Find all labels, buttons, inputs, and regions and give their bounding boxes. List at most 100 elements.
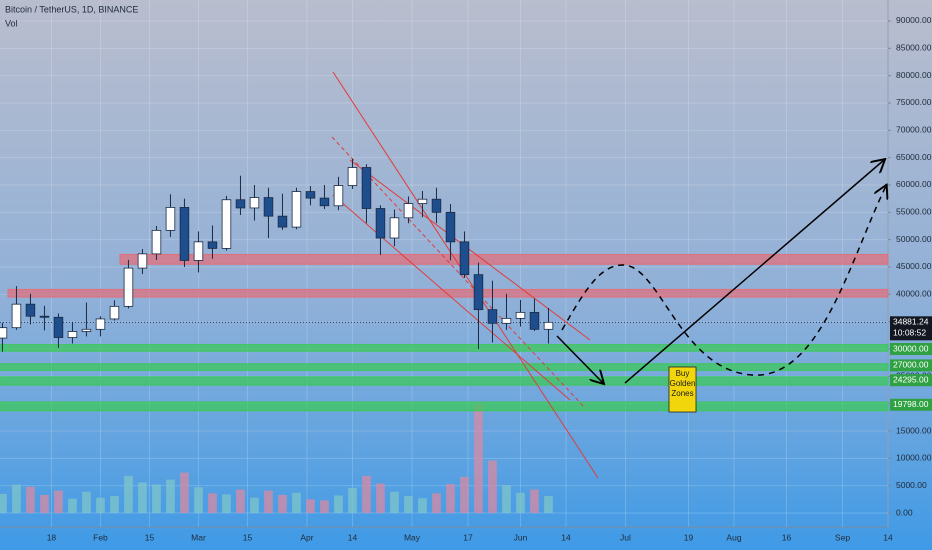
indicator-name: Vol <box>5 18 18 28</box>
volume-bar <box>236 489 245 514</box>
candle-body <box>459 241 470 276</box>
channel-line <box>349 159 591 341</box>
volume-bar <box>26 486 35 514</box>
chart-title: Bitcoin / TetherUS, 1D, BINANCE <box>5 4 138 14</box>
volume-bar <box>40 494 49 514</box>
volume-bar <box>278 494 287 514</box>
arrow <box>556 335 603 383</box>
channel-line <box>332 194 571 401</box>
y-tick-label: 15000.00 <box>896 425 932 435</box>
candle-body <box>0 327 8 339</box>
y-tick-label: 70000.00 <box>896 125 932 135</box>
x-tick-label: Jun <box>514 532 528 542</box>
candle-body <box>123 267 134 307</box>
candle-body <box>193 241 204 261</box>
candle-body <box>81 328 92 332</box>
candle-body <box>375 208 386 239</box>
x-tick-label: 15 <box>243 532 253 542</box>
volume-bar <box>250 497 259 514</box>
annotation: Buy Golden Zones <box>669 369 696 398</box>
candle-body <box>165 207 176 231</box>
y-tick-label: 50000.00 <box>896 234 932 244</box>
candle-body <box>277 215 288 228</box>
y-tick-label: 90000.00 <box>896 15 932 25</box>
volume-bar <box>376 483 385 514</box>
y-tick-label: 40000.00 <box>896 289 932 299</box>
y-tick-label: 45000.00 <box>896 261 932 271</box>
candle-body <box>333 185 344 207</box>
candle-body <box>39 315 50 318</box>
x-tick-label: 19 <box>684 532 694 542</box>
volume-bar <box>530 489 539 514</box>
y-tick-label: 85000.00 <box>896 43 932 53</box>
x-tick-label: Sep <box>835 532 850 542</box>
price-label: 19798.00 <box>893 399 929 409</box>
candle-body <box>431 198 442 213</box>
candle-body <box>515 311 526 319</box>
volume-bar <box>222 494 231 514</box>
candle-body <box>53 316 64 338</box>
candle-body <box>305 191 316 199</box>
x-tick-label: Apr <box>300 532 313 542</box>
candle-body <box>389 217 400 239</box>
volume <box>0 403 553 514</box>
candle-body <box>109 305 120 320</box>
candle-body <box>137 253 148 269</box>
price-label: 27000.00 <box>893 360 929 370</box>
candle-body <box>543 321 554 330</box>
volume-bar <box>0 493 7 514</box>
price-label: 30000.00 <box>893 343 929 353</box>
candle-body <box>11 303 22 329</box>
price-label-box <box>890 359 932 372</box>
volume-bar <box>138 482 147 514</box>
candle-body <box>207 241 218 249</box>
volume-bar <box>432 493 441 514</box>
y-tick-label: 0.00 <box>896 507 913 517</box>
candle-body <box>249 197 260 209</box>
volume-bar <box>152 484 161 514</box>
y-tick-label: 80000.00 <box>896 70 932 80</box>
volume-bar <box>68 498 77 514</box>
volume-bar <box>474 403 483 514</box>
volume-bar <box>348 487 357 514</box>
last-price-box <box>890 316 932 341</box>
candle-body <box>417 198 428 204</box>
zones <box>0 253 889 412</box>
volume-bar <box>82 491 91 514</box>
axes: 0.005000.0010000.0015000.0020000.0025000… <box>47 15 932 542</box>
x-tick-label: Jul <box>620 532 631 542</box>
candle-body <box>473 274 484 311</box>
volume-bar <box>390 491 399 514</box>
volume-bar <box>180 472 189 514</box>
zone <box>7 288 889 298</box>
candle-body <box>263 197 274 217</box>
candle-body <box>529 311 540 330</box>
y-tick-label: 60000.00 <box>896 179 932 189</box>
volume-bar <box>208 493 217 514</box>
annotation-box <box>668 366 697 413</box>
volume-bar <box>404 496 413 514</box>
volume-bar <box>166 479 175 514</box>
x-tick-label: 15 <box>145 532 155 542</box>
candle-body <box>487 309 498 324</box>
volume-bar <box>194 487 203 514</box>
countdown: 10:08:52 <box>893 328 926 338</box>
zone <box>0 401 889 412</box>
price-label-box <box>890 374 932 387</box>
x-tick-label: 16 <box>782 532 792 542</box>
x-tick-label: 14 <box>883 532 893 542</box>
zone <box>0 344 889 352</box>
x-tick-label: Aug <box>726 532 741 542</box>
volume-bar <box>502 485 511 514</box>
channel-mid-line <box>331 136 586 409</box>
candle-body <box>151 229 162 255</box>
candle-body <box>221 199 232 249</box>
candle-body <box>501 317 512 324</box>
volume-bar <box>544 496 553 514</box>
candle-body <box>67 331 78 338</box>
x-tick-label: Mar <box>191 532 206 542</box>
candle-body <box>235 199 246 209</box>
volume-bar <box>460 476 469 514</box>
x-tick-label: 14 <box>561 532 571 542</box>
